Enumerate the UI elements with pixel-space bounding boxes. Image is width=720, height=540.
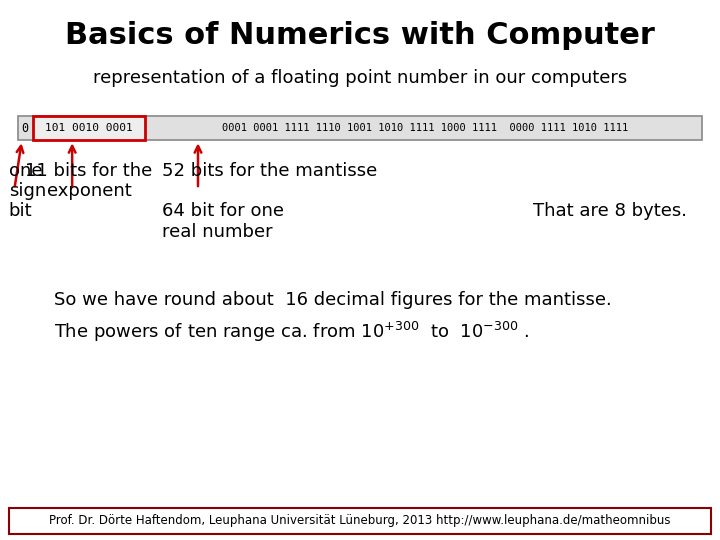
Text: representation of a floating point number in our computers: representation of a floating point numbe…: [93, 69, 627, 87]
Text: 52 bits for the mantisse: 52 bits for the mantisse: [162, 162, 377, 180]
Text: That are 8 bytes.: That are 8 bytes.: [533, 202, 687, 220]
Text: 101 0010 0001: 101 0010 0001: [45, 123, 132, 133]
FancyBboxPatch shape: [18, 116, 702, 140]
Text: 0: 0: [21, 122, 28, 135]
FancyBboxPatch shape: [9, 508, 711, 534]
Text: 64 bit for one
real number: 64 bit for one real number: [162, 202, 284, 241]
Text: The powers of ten range ca. from $10^{+300}$  to  $10^{-300}$ .: The powers of ten range ca. from $10^{+3…: [54, 320, 529, 344]
Text: one
sign
bit: one sign bit: [9, 162, 46, 220]
Text: 11 bits for the
exponent: 11 bits for the exponent: [25, 162, 153, 200]
Text: 0001 0001 1111 1110 1001 1010 1111 1000 1111  0000 1111 1010 1111: 0001 0001 1111 1110 1001 1010 1111 1000 …: [222, 123, 628, 133]
FancyBboxPatch shape: [33, 116, 145, 140]
Text: Basics of Numerics with Computer: Basics of Numerics with Computer: [65, 21, 655, 50]
Text: Prof. Dr. Dörte Haftendom, Leuphana Universität Lüneburg, 2013 http://www.leupha: Prof. Dr. Dörte Haftendom, Leuphana Univ…: [49, 514, 671, 527]
Text: So we have round about  16 decimal figures for the mantisse.: So we have round about 16 decimal figure…: [54, 291, 612, 309]
